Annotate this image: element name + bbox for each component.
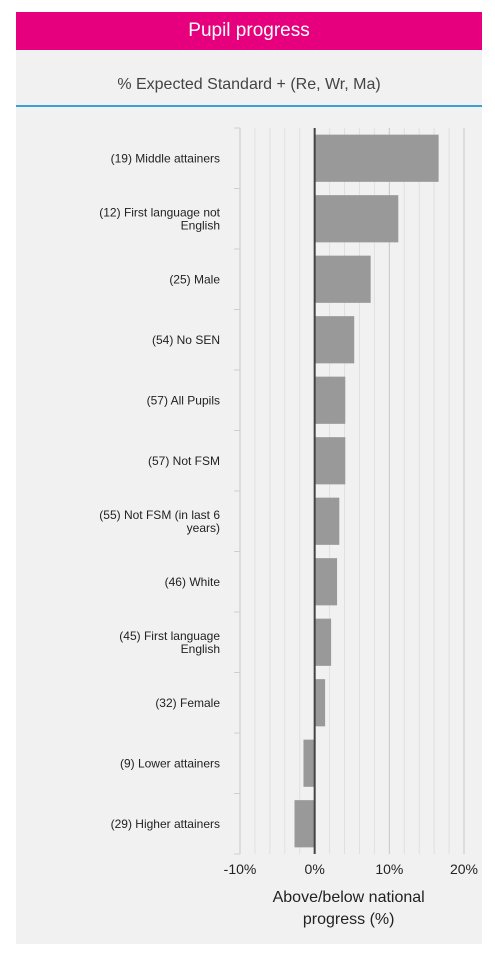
bar (314, 195, 399, 243)
bar (303, 739, 315, 787)
bar (314, 376, 346, 424)
x-tick-label: 20% (450, 861, 478, 877)
x-tick-label: 0% (305, 861, 325, 877)
x-tick-label: -10% (224, 861, 257, 877)
bar-chart: (19) Middle attainers (12) First language… (99, 127, 478, 928)
bar (294, 800, 315, 848)
category-label: (46) White (165, 575, 221, 589)
category-label: (45) First language English (119, 629, 220, 656)
bar (314, 255, 371, 303)
divider (16, 105, 482, 107)
category-label: (9) Lower attainers (120, 756, 220, 770)
category-label: (29) Higher attainers (111, 817, 220, 831)
category-label: (25) Male (169, 272, 220, 286)
chart-panel: Pupil progress % Expected Standard + (Re… (16, 12, 482, 944)
bar (314, 134, 439, 182)
bar (314, 437, 346, 485)
page-title: Pupil progress (16, 12, 482, 50)
x-axis-label: Above/below national (273, 889, 425, 906)
category-label: (57) All Pupils (147, 393, 220, 407)
bar (314, 497, 340, 545)
bar (314, 679, 326, 727)
category-label: (55) Not FSM (in last 6 years) (99, 508, 220, 535)
category-label: (54) No SEN (152, 333, 220, 347)
category-label: (32) Female (155, 696, 220, 710)
category-label: (12) First language not English (99, 205, 220, 232)
bar (314, 618, 332, 666)
x-axis-label: progress (%) (303, 911, 395, 928)
bar (314, 316, 355, 364)
bar (314, 558, 338, 606)
category-label: (57) Not FSM (148, 454, 220, 468)
category-label: (19) Middle attainers (111, 151, 220, 165)
chart-subtitle: % Expected Standard + (Re, Wr, Ma) (117, 76, 381, 93)
x-tick-label: 10% (375, 861, 403, 877)
